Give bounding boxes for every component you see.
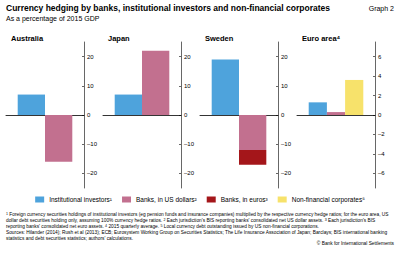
svg-text:6: 6 xyxy=(378,54,382,60)
svg-text:10: 10 xyxy=(87,83,94,89)
svg-text:0: 0 xyxy=(184,112,188,118)
svg-text:Banks, in euros³: Banks, in euros³ xyxy=(221,196,269,203)
svg-text:2: 2 xyxy=(378,93,382,99)
svg-text:–2: –2 xyxy=(378,131,385,137)
svg-text:10: 10 xyxy=(281,83,288,89)
svg-text:Japan: Japan xyxy=(108,34,130,43)
svg-text:Non-financial corporates⁵: Non-financial corporates⁵ xyxy=(292,196,365,204)
html-text:Currency hedging by banks, ins: Currency hedging by banks, institutional… xyxy=(6,3,330,13)
svg-text:–20: –20 xyxy=(281,170,292,176)
svg-text:0: 0 xyxy=(87,112,91,118)
svg-text:Banks, in US dollars²: Banks, in US dollars² xyxy=(136,196,198,203)
html-text:1Foreign currency securities h: 1Foreign currency securities holdings of… xyxy=(6,211,389,229)
svg-text:Euro area⁴: Euro area⁴ xyxy=(302,34,341,43)
html-text:As a percentage of 2015 GDP: As a percentage of 2015 GDP xyxy=(6,15,100,22)
svg-text:0: 0 xyxy=(281,112,285,118)
html-text:Graph 2: Graph 2 xyxy=(368,5,394,12)
svg-text:–10: –10 xyxy=(87,141,98,147)
svg-text:–10: –10 xyxy=(281,141,292,147)
svg-text:Sweden: Sweden xyxy=(205,34,234,43)
svg-text:20: 20 xyxy=(87,54,94,60)
svg-text:4: 4 xyxy=(378,73,382,79)
html-text:Sources: Hilander (2014); Rush: Sources: Hilander (2014); Rush et al (20… xyxy=(6,229,388,241)
svg-text:0: 0 xyxy=(378,112,382,118)
svg-text:–20: –20 xyxy=(184,170,195,176)
svg-text:20: 20 xyxy=(184,54,191,60)
svg-text:–6: –6 xyxy=(378,170,385,176)
svg-text:Australia: Australia xyxy=(11,34,44,43)
svg-text:Institutional investors¹: Institutional investors¹ xyxy=(49,196,113,203)
svg-text:10: 10 xyxy=(184,83,191,89)
html-text:2015 quarterly average.5Local: 2015 quarterly average.5Local currency d… xyxy=(107,223,319,229)
svg-text:20: 20 xyxy=(281,54,288,60)
svg-text:–20: –20 xyxy=(87,170,98,176)
html-text:© Bank for International Settl: © Bank for International Settlements xyxy=(316,241,394,247)
svg-text:–4: –4 xyxy=(378,151,385,157)
svg-text:–10: –10 xyxy=(184,141,195,147)
